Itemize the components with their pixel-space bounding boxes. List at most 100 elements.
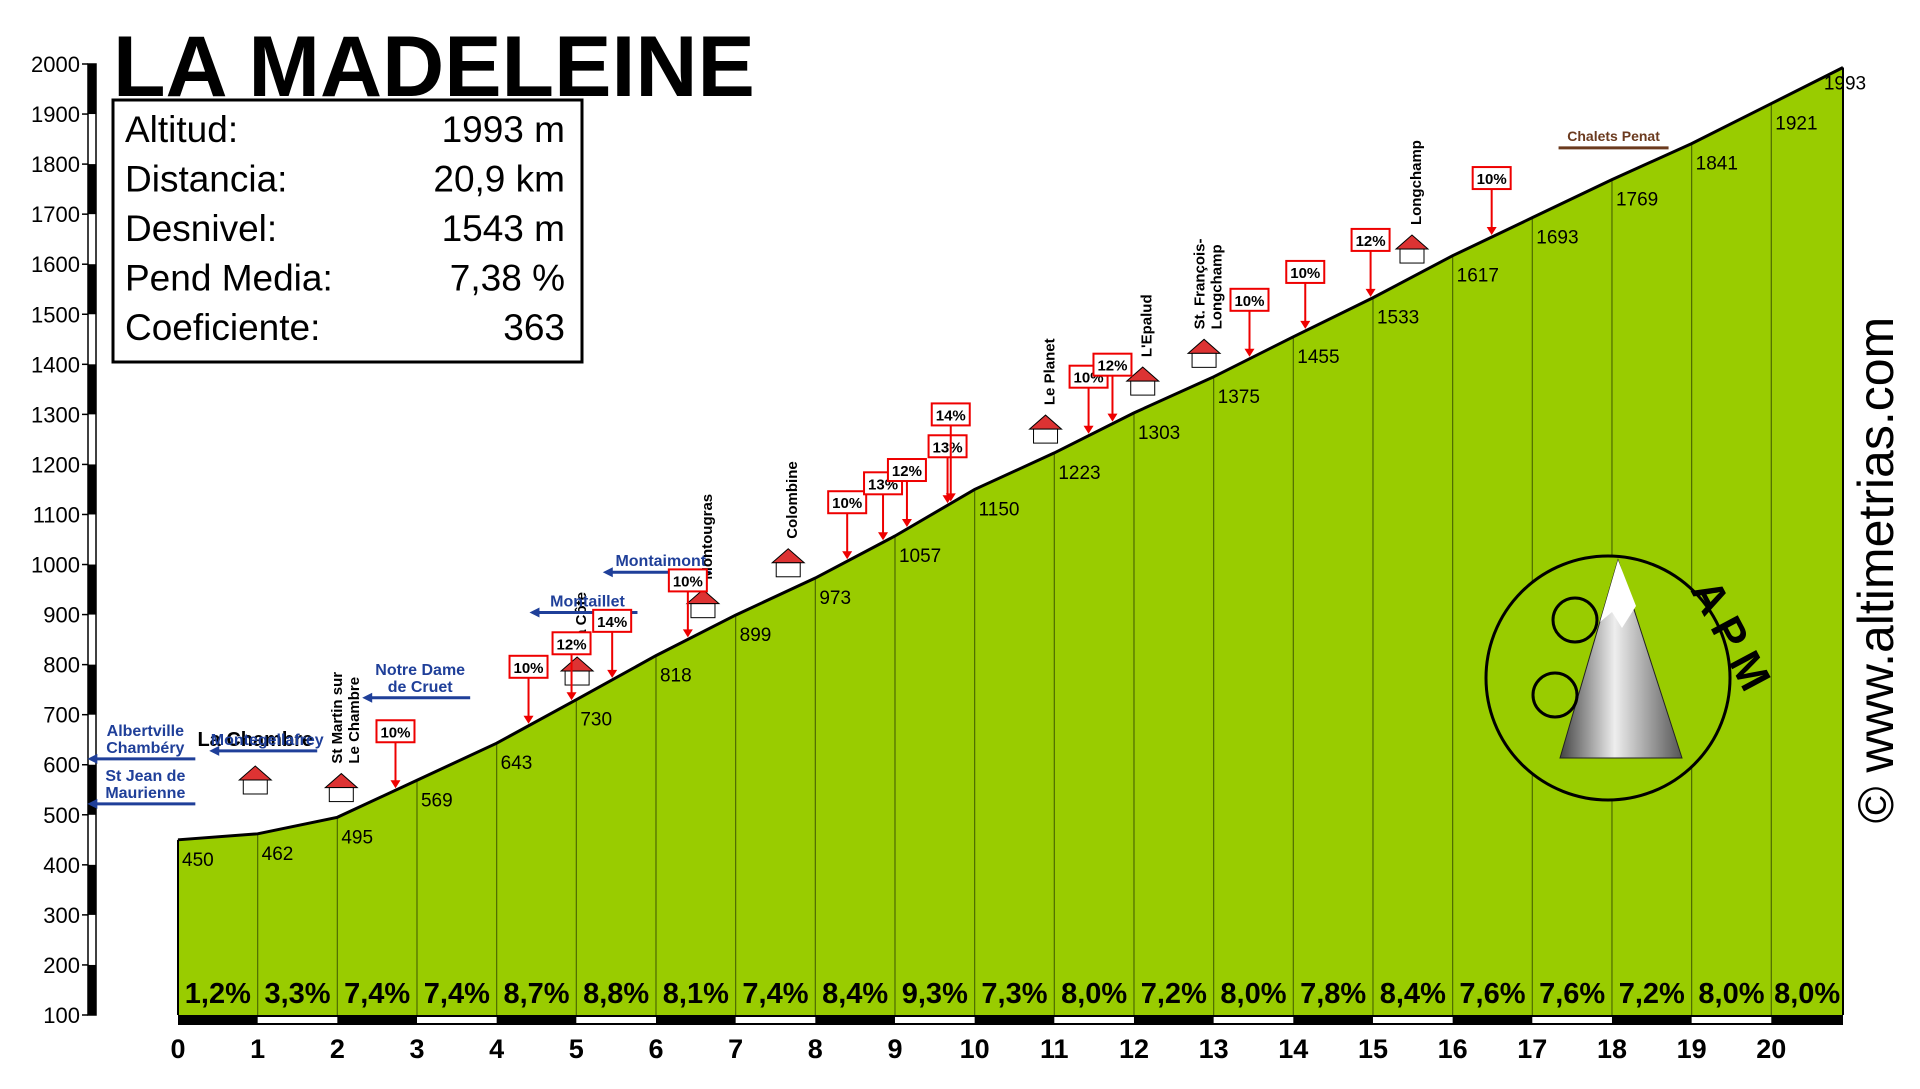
gradient-label: 7,6%: [1539, 978, 1605, 1010]
sign-arrow-head: [529, 607, 540, 618]
flag-arrow-head: [945, 493, 956, 502]
info-label: Coeficiente:: [125, 307, 320, 348]
house-wall: [1130, 380, 1156, 396]
sign-arrow-head: [362, 692, 373, 703]
flag-box: [1285, 259, 1326, 284]
place-sign-label: Chambéry: [106, 740, 184, 757]
y-tick-label: 1200: [31, 452, 80, 477]
flag-arrow-head: [901, 519, 912, 528]
y-tick-label: 300: [43, 903, 80, 928]
place-sign-label: Montegellafrey: [211, 732, 324, 749]
bottom-band-segment: [1213, 1017, 1294, 1023]
x-tick-label: 18: [1597, 1034, 1627, 1064]
elevation-label: 1533: [1377, 308, 1419, 329]
gradient-label: 1,2%: [185, 978, 251, 1010]
elevation-label: 1375: [1218, 387, 1260, 408]
house-wall: [1191, 352, 1217, 368]
gradient-label: 7,4%: [742, 978, 808, 1010]
flag-box: [1350, 227, 1391, 252]
gradient-label: 7,2%: [1141, 978, 1207, 1010]
y-tick-label: 2000: [31, 52, 80, 77]
y-tick-label: 1500: [31, 302, 80, 327]
place-vertical-label: St Martin sur: [329, 672, 346, 764]
x-tick-label: 0: [170, 1034, 185, 1064]
info-value: 1543 m: [442, 208, 565, 249]
flag-box: [930, 402, 971, 427]
house-roof: [1186, 338, 1222, 354]
flag-label: 10%: [1234, 293, 1264, 310]
gradient-label: 8,0%: [1774, 978, 1840, 1010]
house-icon: [559, 656, 595, 686]
gradient-label: 8,0%: [1698, 978, 1764, 1010]
house-wall: [690, 603, 716, 619]
flag-arrow-head: [1107, 413, 1118, 422]
flag-arrow-head: [842, 551, 853, 560]
flag-label: 13%: [933, 439, 963, 456]
flag-label: 10%: [673, 573, 703, 590]
elevation-label: 462: [262, 844, 294, 865]
bottom-band-segment: [894, 1017, 975, 1023]
flag-box: [1092, 352, 1133, 377]
y-tick-label: 400: [43, 853, 80, 878]
bottom-band-segment: [1054, 1017, 1134, 1023]
info-label: Distancia:: [125, 159, 287, 200]
y-tick-label: 800: [43, 653, 80, 678]
house-wall: [242, 779, 268, 795]
flag-label: 10%: [380, 724, 410, 741]
logo-wheel: [1551, 596, 1599, 644]
y-axis-bar-segment: [88, 664, 96, 715]
y-axis-bar-segment: [88, 964, 96, 1015]
gradient-label: 8,4%: [1380, 978, 1446, 1010]
gradient-label: 8,8%: [583, 978, 649, 1010]
flag-label: 12%: [892, 463, 922, 480]
y-tick-label: 1600: [31, 252, 80, 277]
x-tick-label: 8: [808, 1034, 823, 1064]
x-tick-label: 11: [1040, 1034, 1069, 1064]
flag-arrow-head: [682, 629, 693, 638]
y-tick-label: 100: [43, 1003, 80, 1028]
x-tick-label: 10: [960, 1034, 990, 1064]
x-tick-label: 13: [1199, 1034, 1229, 1064]
house-wall: [328, 787, 354, 803]
flag-label: 10%: [514, 660, 544, 677]
gradient-label: 8,4%: [822, 978, 888, 1010]
house-icon: [685, 589, 721, 619]
x-tick-label: 3: [409, 1034, 424, 1064]
x-tick-label: 19: [1677, 1034, 1707, 1064]
place-brown-label: Chalets Penat: [1567, 128, 1660, 144]
place-vertical-label: Le Planet: [1042, 338, 1059, 405]
gradient-label: 7,4%: [344, 978, 410, 1010]
elevation-label: 569: [421, 790, 453, 811]
y-tick-label: 1300: [31, 402, 80, 427]
elevation-label: 818: [660, 666, 692, 687]
place-sign-label: Notre Dame: [375, 662, 465, 679]
gradient-label: 8,7%: [503, 978, 569, 1010]
place-sign-label: Montaimont: [615, 553, 706, 570]
elevation-label: 1993: [1824, 74, 1866, 95]
house-icon: [1125, 366, 1161, 396]
place-vertical-label: Colombine: [784, 461, 801, 539]
y-tick-label: 600: [43, 753, 80, 778]
house-wall: [1033, 428, 1059, 444]
place-sign-label: Maurienne: [105, 785, 185, 802]
house-roof: [559, 656, 595, 672]
house-wall: [564, 670, 590, 686]
place-vertical-label: Longchamp: [1408, 140, 1425, 225]
x-tick-label: 5: [569, 1034, 584, 1064]
gradient-label: 7,8%: [1300, 978, 1366, 1010]
info-value: 20,9 km: [433, 159, 565, 200]
flag-arrow-head: [878, 532, 889, 541]
y-tick-label: 1800: [31, 152, 80, 177]
flag-box: [827, 490, 868, 515]
y-axis-bar-segment: [88, 764, 96, 815]
flag-box: [551, 631, 592, 656]
elevation-label: 1693: [1536, 228, 1578, 249]
gradient-label: 8,0%: [1220, 978, 1286, 1010]
sign-arrow-head: [87, 798, 98, 809]
gradient-label: 8,0%: [1061, 978, 1127, 1010]
flag-box: [508, 654, 549, 679]
flag-label: 12%: [1356, 233, 1386, 250]
sign-arrow-head: [209, 745, 220, 756]
bottom-band-segment: [735, 1017, 816, 1023]
